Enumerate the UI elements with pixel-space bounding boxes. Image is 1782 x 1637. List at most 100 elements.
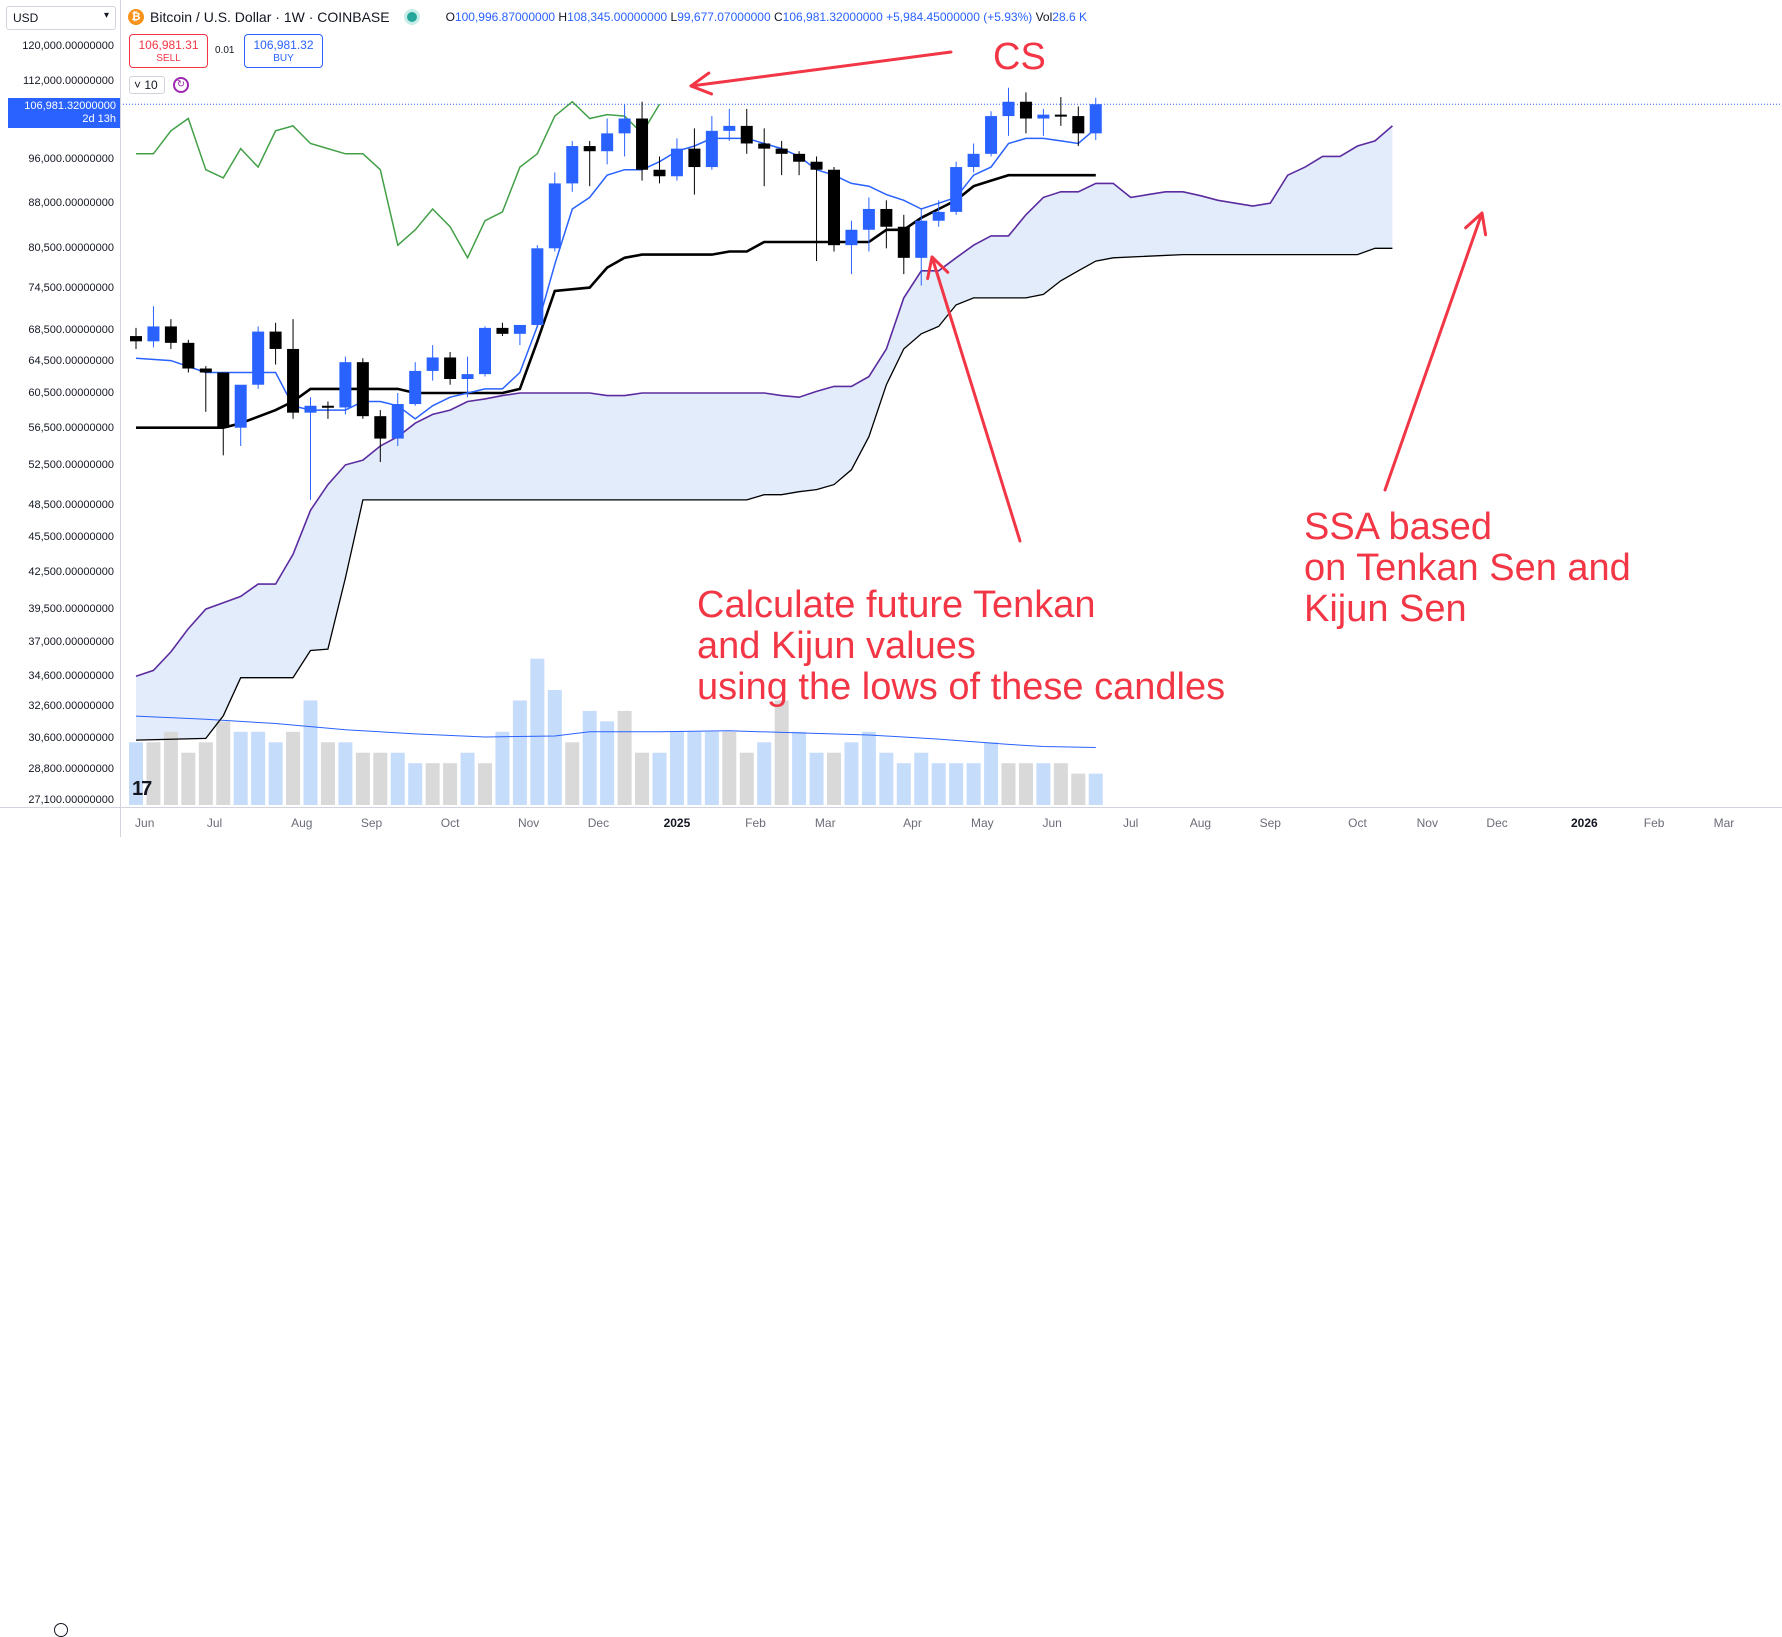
- senkou-span-a-line: [135, 125, 1393, 677]
- time-tick-label: Mar: [1713, 816, 1735, 830]
- volume-bar: [373, 752, 388, 805]
- price-tick-label: 34,600.00000000: [28, 670, 114, 683]
- candle-body: [758, 143, 771, 149]
- price-tick-label: 120,000.00000000: [22, 40, 114, 52]
- time-tick-label: Oct: [1348, 816, 1367, 830]
- buy-label: BUY: [273, 53, 294, 64]
- sell-button[interactable]: 106,981.31 SELL: [129, 34, 208, 68]
- candle-body: [932, 211, 945, 221]
- volume-bar: [512, 700, 527, 805]
- volume-bar: [582, 710, 597, 805]
- candle-body: [566, 146, 579, 184]
- volume-bar: [774, 700, 789, 805]
- annotation-cs: CS: [993, 36, 1046, 78]
- candle-body: [950, 167, 963, 212]
- candle-body: [479, 327, 491, 375]
- volume-bar: [844, 742, 859, 805]
- price-axis[interactable]: 120,000.00000000 112,000.00000000 96,000.0…: [0, 0, 121, 837]
- volume-bar: [163, 731, 178, 805]
- candle-body: [915, 220, 928, 258]
- volume-bar: [443, 763, 458, 805]
- price-tick-label: 68,500.00000000: [28, 324, 114, 337]
- time-tick-label: May: [970, 816, 994, 830]
- candle-body: [548, 183, 561, 249]
- volume-bar: [286, 731, 301, 805]
- sync-icon[interactable]: ↻: [173, 77, 189, 93]
- candle-body: [1089, 104, 1102, 134]
- bar-countdown: 2d 13h: [82, 113, 116, 125]
- time-tick-label: Jun: [135, 816, 155, 830]
- chart-plot[interactable]: [0, 0, 1782, 837]
- chikou-span-line: [136, 100, 661, 260]
- price-tick-label: 45,500.00000000: [28, 531, 114, 544]
- arrow-to-chikou-head: [689, 71, 714, 96]
- bitcoin-icon: ₿: [128, 9, 144, 25]
- axis-corner: [0, 807, 121, 1637]
- candle-body: [880, 208, 893, 227]
- volume-bar: [565, 742, 580, 805]
- price-tick-label: 27,100.00000000: [28, 794, 114, 806]
- volume-bar: [460, 752, 475, 805]
- candle-body: [182, 342, 195, 369]
- volume-length-value: 10: [144, 78, 158, 92]
- volume-bar: [1001, 763, 1016, 805]
- settings-gear-icon[interactable]: [54, 1623, 68, 1637]
- high-label: H: [558, 10, 568, 24]
- candle-body: [444, 357, 457, 379]
- buy-button[interactable]: 106,981.32 BUY: [244, 34, 323, 68]
- candle-body: [775, 148, 788, 154]
- candle-body: [164, 326, 177, 343]
- candle-body: [217, 372, 230, 428]
- volume-bar: [739, 752, 754, 805]
- candle-body: [985, 116, 998, 154]
- volume-bar: [792, 731, 807, 805]
- volume-bar: [687, 731, 702, 805]
- volume-bar: [966, 763, 981, 805]
- candle-body: [269, 331, 282, 349]
- candle-body: [356, 362, 369, 417]
- time-tick-label: Jul: [1122, 816, 1139, 830]
- arrow-to-chikou: [689, 50, 953, 88]
- time-axis[interactable]: Jun Jul Aug Sep Oct Nov Dec 2025 Feb Mar Apr May Jun…: [120, 807, 1782, 837]
- ichimoku-cloud: [136, 125, 1393, 741]
- candle-body: [688, 148, 701, 168]
- volume-ma-line: [135, 715, 1096, 748]
- low-label: L: [670, 10, 678, 24]
- volume-bar: [390, 752, 405, 805]
- time-tick-label: Dec: [1486, 816, 1508, 830]
- volume-bar: [530, 658, 545, 805]
- price-tick-label: 39,500.00000000: [28, 603, 114, 616]
- volume-bar: [722, 731, 737, 805]
- market-status-icon: [403, 9, 420, 25]
- candle-body: [321, 405, 334, 408]
- candle-body: [130, 336, 142, 342]
- volume-bar: [827, 752, 841, 805]
- volume-bar: [914, 752, 929, 805]
- candle-body: [374, 416, 387, 439]
- candle-body: [793, 153, 806, 162]
- volume-length-toggle[interactable]: ˅ 10: [129, 76, 165, 94]
- candle-body: [531, 248, 544, 325]
- candle-body: [705, 130, 718, 168]
- annotation-ssa: SSA based on Tenkan Sen and Kijun Sen: [1304, 506, 1631, 630]
- volume-bar: [949, 763, 964, 805]
- candle-body: [252, 331, 265, 385]
- price-tick-label: 60,500.00000000: [28, 387, 114, 400]
- price-tick-label: 42,500.00000000: [28, 565, 114, 578]
- volume-value: 28.6 K: [1052, 10, 1087, 24]
- candle-body: [845, 229, 858, 246]
- symbol-title[interactable]: Bitcoin / U.S. Dollar · 1W · COINBASE: [150, 9, 390, 25]
- chevron-down-icon: ▾: [103, 10, 109, 21]
- volume-bar: [757, 742, 772, 805]
- volume-bar: [931, 763, 946, 805]
- price-tick-label: 48,500.00000000: [28, 499, 114, 512]
- candle-body: [287, 348, 300, 413]
- volume-bar: [129, 742, 143, 805]
- volume-bar: [809, 752, 824, 805]
- volume-bar: [652, 752, 667, 805]
- price-tick-label: 80,500.00000000: [28, 242, 114, 255]
- time-tick-label: Aug: [291, 816, 313, 830]
- open-label: O: [445, 10, 455, 24]
- volume-bar: [1088, 773, 1103, 805]
- currency-select[interactable]: USD ▾: [6, 6, 116, 30]
